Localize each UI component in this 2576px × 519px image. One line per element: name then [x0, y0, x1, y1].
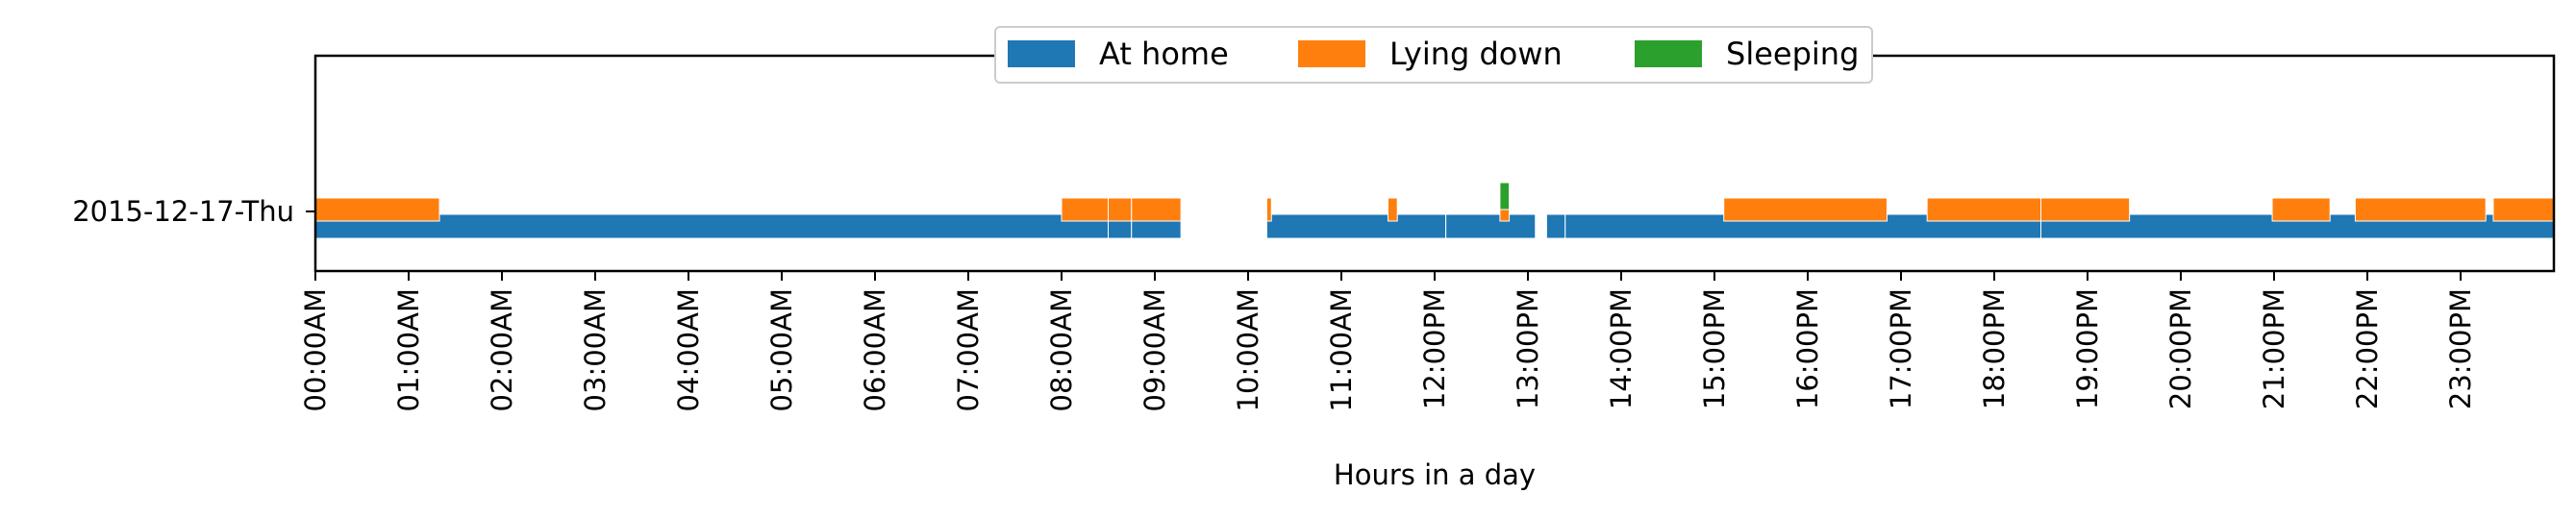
activity-bars: [314, 182, 2555, 239]
bar-lying-down-2: [1108, 197, 1133, 222]
x-tick-label: 11:00AM: [1325, 288, 1358, 411]
bar-sleeping-0: [1499, 182, 1511, 210]
x-tick-label: 22:00PM: [2351, 288, 2384, 409]
x-tick-label: 16:00PM: [1791, 288, 1824, 409]
x-tick-label: 18:00PM: [1978, 288, 2011, 409]
bar-at-home-5: [1545, 213, 1566, 239]
x-tick-label: 09:00AM: [1138, 288, 1171, 411]
y-tick-label: 2015-12-17-Thu: [72, 195, 294, 228]
bar-lying-down-1: [1061, 197, 1109, 222]
x-tick-label: 13:00PM: [1512, 288, 1544, 409]
legend-swatch-sleeping: [1635, 40, 1702, 67]
legend-swatch-lying-down: [1298, 40, 1365, 67]
legend: At home Lying down Sleeping: [994, 26, 1873, 84]
x-axis: 00:00AM 01:00AM 02:00AM 03:00AM 04:00AM 05:00…: [299, 271, 2477, 411]
bar-lying-down-5: [1388, 197, 1398, 222]
bar-lying-down-10: [2271, 197, 2331, 222]
y-axis: 2015-12-17-Thu: [72, 195, 315, 228]
bar-lying-down-3: [1131, 197, 1182, 222]
legend-swatch-at-home: [1008, 40, 1075, 67]
bar-lying-down-9: [2040, 197, 2131, 222]
bar-at-home-3: [1265, 213, 1447, 239]
x-tick-label: 05:00AM: [765, 288, 798, 411]
x-tick-label: 15:00PM: [1698, 288, 1731, 409]
x-tick-label: 19:00PM: [2071, 288, 2104, 409]
x-axis-title: Hours in a day: [1334, 458, 1536, 491]
x-tick-label: 00:00AM: [299, 288, 332, 411]
x-tick-label: 01:00AM: [392, 288, 425, 411]
x-tick-label: 02:00AM: [486, 288, 518, 411]
bar-at-home-0: [314, 213, 1109, 239]
bar-lying-down-11: [2354, 197, 2487, 222]
legend-label-lying-down: Lying down: [1389, 36, 1563, 72]
x-tick-label: 23:00PM: [2444, 288, 2477, 409]
bar-lying-down-8: [1926, 197, 2042, 222]
x-tick-label: 14:00PM: [1605, 288, 1638, 409]
bar-lying-down-4: [1265, 197, 1272, 222]
bar-lying-down-12: [2492, 197, 2555, 222]
x-tick-label: 06:00AM: [859, 288, 891, 411]
bar-lying-down-7: [1723, 197, 1888, 222]
x-tick-label: 08:00AM: [1045, 288, 1078, 411]
bar-at-home-4: [1445, 213, 1537, 239]
legend-label-sleeping: Sleeping: [1726, 36, 1859, 72]
x-tick-label: 03:00AM: [579, 288, 612, 411]
x-tick-label: 10:00AM: [1232, 288, 1264, 411]
x-tick-label: 17:00PM: [1885, 288, 1917, 409]
x-tick-label: 07:00AM: [952, 288, 985, 411]
x-tick-label: 04:00AM: [672, 288, 705, 411]
x-tick-label: 21:00PM: [2258, 288, 2290, 409]
x-tick-label: 12:00PM: [1418, 288, 1451, 409]
x-tick-label: 20:00PM: [2164, 288, 2197, 409]
legend-label-at-home: At home: [1099, 36, 1229, 72]
bar-lying-down-0: [314, 197, 440, 222]
